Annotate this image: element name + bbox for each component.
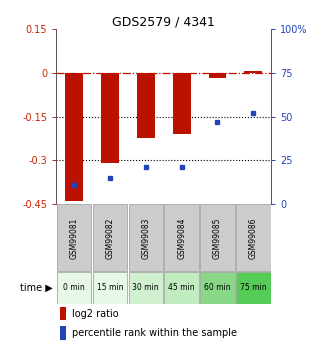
Bar [57, 272, 91, 304]
Text: 45 min: 45 min [168, 283, 195, 292]
Bar [236, 272, 271, 304]
Text: 15 min: 15 min [97, 283, 123, 292]
Bar [164, 272, 199, 304]
Bar [60, 326, 66, 340]
Text: time ▶: time ▶ [20, 283, 53, 293]
Text: percentile rank within the sample: percentile rank within the sample [72, 328, 237, 338]
Text: GSM99086: GSM99086 [249, 217, 258, 259]
Text: GSM99084: GSM99084 [177, 217, 186, 259]
Text: GSM99085: GSM99085 [213, 217, 222, 259]
Bar [93, 205, 127, 271]
Text: GSM99082: GSM99082 [105, 217, 115, 258]
Bar [209, 73, 226, 78]
Bar [60, 307, 66, 321]
Bar [137, 73, 155, 138]
Text: 30 min: 30 min [133, 283, 159, 292]
Bar [57, 205, 91, 271]
Text: 75 min: 75 min [240, 283, 267, 292]
Title: GDS2579 / 4341: GDS2579 / 4341 [112, 15, 215, 28]
Bar [101, 73, 119, 163]
Bar [200, 272, 235, 304]
Bar [173, 73, 191, 134]
Text: log2 ratio: log2 ratio [72, 308, 119, 318]
Bar [200, 205, 235, 271]
Bar [65, 73, 83, 201]
Text: GSM99083: GSM99083 [141, 217, 150, 259]
Text: GSM99081: GSM99081 [70, 217, 79, 258]
Bar [129, 272, 163, 304]
Bar [244, 71, 262, 73]
Text: 0 min: 0 min [63, 283, 85, 292]
Bar [164, 205, 199, 271]
Bar [93, 272, 127, 304]
Bar [129, 205, 163, 271]
Text: 60 min: 60 min [204, 283, 231, 292]
Bar [236, 205, 271, 271]
